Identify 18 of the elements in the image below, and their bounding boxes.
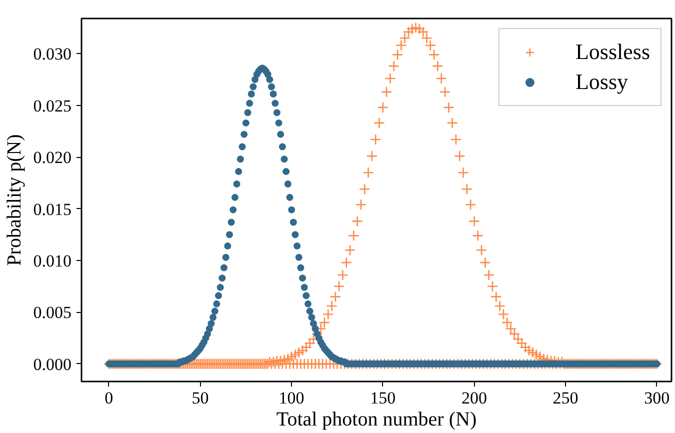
y-tick-label: 0.015 xyxy=(33,200,72,219)
y-axis-title: Probability p(N) xyxy=(3,134,26,266)
x-tick-label: 150 xyxy=(370,388,396,408)
y-tick-label: 0.020 xyxy=(33,148,72,168)
x-tick-label: 50 xyxy=(192,388,209,408)
x-tick-label: 250 xyxy=(552,388,578,408)
y-tick-label: 0.000 xyxy=(33,354,72,374)
x-tick-label: 0 xyxy=(104,388,114,408)
y-tick-label: 0.005 xyxy=(33,303,72,322)
x-axis-title: Total photon number (N) xyxy=(276,408,477,430)
y-tick-label: 0.010 xyxy=(33,252,72,270)
x-tick-label: 100 xyxy=(278,388,304,408)
legend-label: Lossy xyxy=(575,69,628,95)
legend-label: Lossless xyxy=(575,39,650,65)
y-tick-label: 0.025 xyxy=(33,96,72,116)
x-tick-label: 300 xyxy=(644,388,670,408)
x-tick-label: 200 xyxy=(461,388,487,408)
y-tick-label: 0.030 xyxy=(33,44,72,64)
